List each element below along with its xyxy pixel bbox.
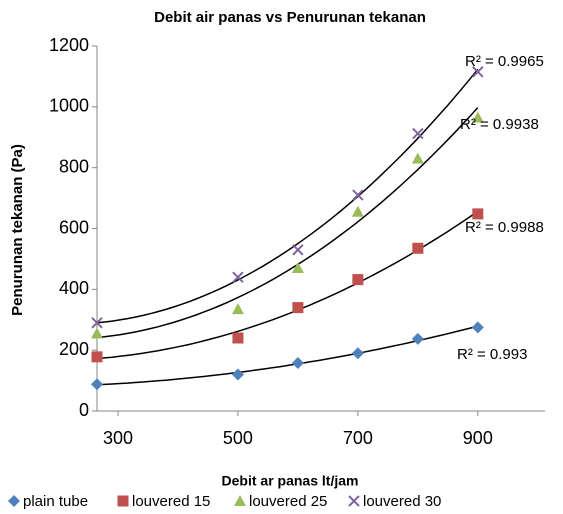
trendline: [96, 325, 478, 386]
x-tick-label: 900: [463, 428, 493, 448]
x-axis-label: Debit ar panas lt/jam: [222, 473, 359, 489]
annotation: R² = 0.9988: [465, 219, 544, 236]
y-tick-label: 200: [59, 339, 89, 359]
series: [91, 321, 484, 391]
marker: [411, 332, 424, 345]
marker: [291, 356, 304, 369]
legend-label: louvered 25: [249, 493, 327, 510]
marker: [91, 317, 103, 329]
marker: [411, 152, 424, 164]
x-tick-label: 500: [223, 428, 253, 448]
marker: [232, 271, 244, 283]
annotation: R² = 0.9965: [465, 53, 544, 70]
y-tick-label: 600: [59, 217, 89, 237]
x-tick-label: 700: [343, 428, 373, 448]
marker: [351, 205, 364, 217]
annotation: R² = 0.993: [457, 346, 527, 363]
marker: [471, 321, 484, 334]
marker: [472, 208, 484, 220]
y-tick-label: 0: [79, 400, 89, 420]
marker: [232, 332, 244, 344]
legend: plain tube louvered 15 louvered 25 louvered…: [8, 493, 441, 510]
marker: [292, 244, 304, 256]
marker: [292, 302, 304, 314]
marker: [291, 262, 304, 274]
marker: [412, 127, 424, 140]
series: [91, 66, 484, 329]
y-axis-label: Penurunan tekanan (Pa): [9, 144, 26, 316]
marker: [352, 274, 364, 286]
y-tick-label: 800: [59, 156, 89, 176]
y-tick-label: 1000: [49, 96, 89, 116]
marker: [91, 378, 103, 391]
chart-title: Debit air panas vs Penurunan tekanan: [154, 9, 426, 26]
marker: [352, 189, 364, 201]
marker: [234, 495, 246, 506]
y-tick-label: 400: [59, 278, 89, 298]
series: [91, 107, 484, 339]
x-tick-label: 300: [103, 428, 133, 448]
marker: [472, 66, 484, 78]
marker: [117, 495, 129, 507]
marker: [412, 242, 424, 254]
legend-label: louvered 30: [363, 493, 441, 510]
marker: [91, 327, 103, 339]
marker: [471, 111, 484, 123]
y-tick-label: 1200: [49, 35, 89, 55]
marker: [231, 303, 244, 315]
trendline: [96, 107, 479, 339]
marker: [231, 368, 244, 381]
marker: [348, 495, 360, 507]
series: [91, 208, 484, 363]
annotation: R² = 0.9938: [460, 116, 539, 133]
trendline: [96, 68, 479, 324]
marker: [351, 347, 364, 360]
legend-label: louvered 15: [132, 493, 210, 510]
marker: [91, 351, 103, 363]
marker: [8, 495, 20, 507]
legend-label: plain tube: [23, 493, 88, 510]
